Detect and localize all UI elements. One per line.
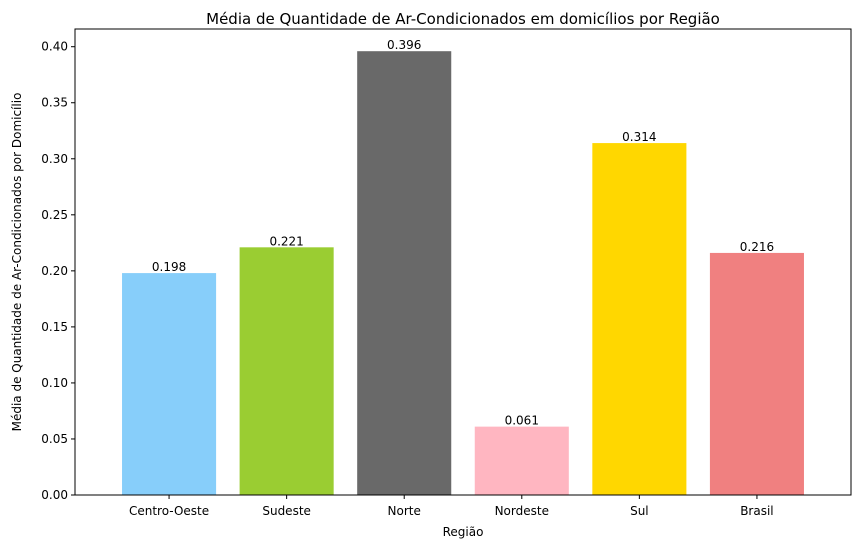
bar-sul bbox=[592, 143, 687, 495]
data-label: 0.216 bbox=[740, 240, 774, 254]
bar-sudeste bbox=[239, 247, 334, 495]
y-tick-label: 0.15 bbox=[41, 320, 68, 334]
y-tick-label: 0.40 bbox=[41, 40, 68, 54]
x-tick-label: Nordeste bbox=[495, 504, 549, 518]
y-tick-label: 0.20 bbox=[41, 264, 68, 278]
y-tick-label: 0.25 bbox=[41, 208, 68, 222]
y-tick-label: 0.10 bbox=[41, 376, 68, 390]
bar-norte bbox=[357, 51, 452, 495]
y-tick-label: 0.30 bbox=[41, 152, 68, 166]
data-label: 0.198 bbox=[152, 260, 186, 274]
bar-nordeste bbox=[474, 426, 569, 495]
y-tick-label: 0.00 bbox=[41, 488, 68, 502]
y-axis-label: Média de Quantidade de Ar-Condicionados … bbox=[10, 93, 24, 432]
data-labels: 0.198 0.221 0.396 0.061 0.314 0.216 bbox=[152, 38, 774, 427]
x-tick-labels: Centro-Oeste Sudeste Norte Nordeste Sul Brasi… bbox=[129, 495, 774, 518]
x-tick-label: Centro-Oeste bbox=[129, 504, 209, 518]
data-label: 0.061 bbox=[505, 414, 539, 428]
x-axis-label: Região bbox=[443, 525, 484, 539]
y-tick-label: 0.35 bbox=[41, 96, 68, 110]
x-tick-label: Sul bbox=[630, 504, 649, 518]
bar-brasil bbox=[709, 252, 804, 495]
bar-centro-oeste bbox=[122, 273, 217, 495]
data-label: 0.396 bbox=[387, 38, 421, 52]
data-label: 0.221 bbox=[269, 234, 303, 248]
plot-frame bbox=[74, 28, 852, 496]
x-tick-label: Sudeste bbox=[262, 504, 311, 518]
y-tick-labels: 0.00 0.05 0.10 0.15 0.20 0.25 0.30 0.35 0.40 bbox=[41, 40, 75, 502]
chart-title: Média de Quantidade de Ar-Condicionados … bbox=[206, 10, 720, 28]
x-tick-label: Brasil bbox=[740, 504, 773, 518]
x-tick-label: Norte bbox=[388, 504, 421, 518]
data-label: 0.314 bbox=[622, 130, 656, 144]
y-tick-label: 0.05 bbox=[41, 432, 68, 446]
bars-group bbox=[122, 51, 804, 495]
